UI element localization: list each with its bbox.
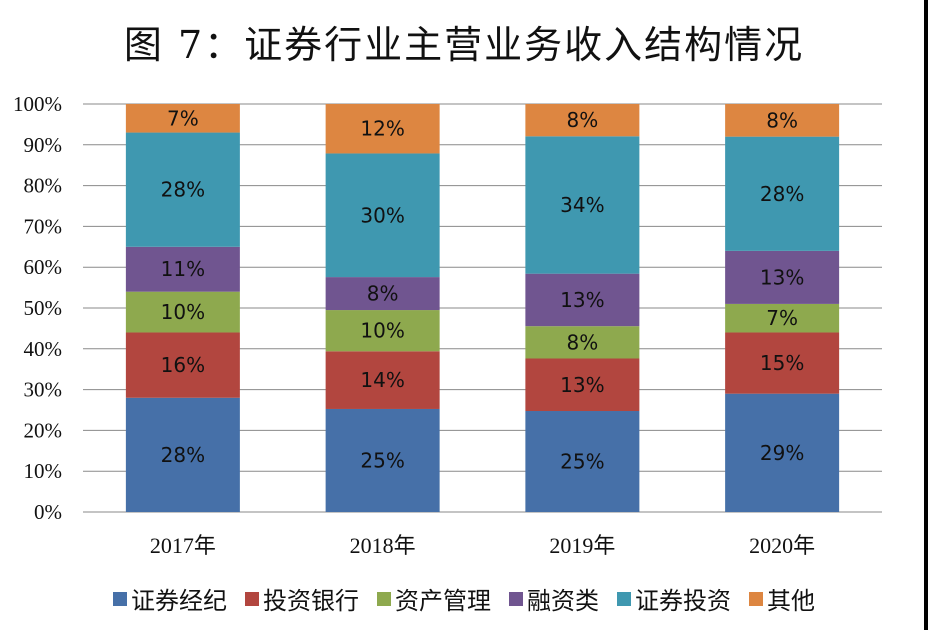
data-label: 8%	[567, 330, 599, 354]
y-tick-label: 80%	[24, 174, 63, 198]
data-label: 34%	[560, 193, 604, 217]
data-label: 28%	[760, 182, 804, 206]
bar-segment	[525, 411, 640, 512]
legend-label: 证券经纪	[131, 587, 227, 615]
legend-swatch	[509, 591, 523, 606]
bar-segment	[725, 393, 840, 512]
bar-segment	[725, 104, 840, 137]
legend-label: 其他	[767, 587, 815, 615]
legend-swatch	[377, 591, 391, 606]
y-tick-label: 10%	[24, 459, 63, 483]
data-label: 10%	[360, 319, 404, 343]
x-tick-label: 2017年	[150, 533, 216, 558]
data-label: 28%	[161, 178, 205, 202]
data-label: 13%	[560, 288, 604, 312]
bar-segment	[325, 153, 440, 278]
y-tick-label: 40%	[24, 337, 63, 361]
bar-segment	[525, 136, 640, 274]
x-axis-ticks: 2017年 2018年 2019年 2020年	[150, 533, 815, 558]
bar-segment	[525, 273, 640, 327]
chart-title: 图 7：证券行业主营业务收入结构情况	[123, 23, 805, 67]
legend-swatch	[113, 591, 127, 606]
legend-swatch	[749, 591, 763, 606]
page-edge	[924, 0, 928, 630]
y-axis-ticks: 0% 10% 20% 30% 40% 50% 60% 70% 80% 90% 100%	[13, 92, 62, 524]
y-tick-label: 0%	[34, 500, 62, 524]
bar-segment	[325, 408, 440, 512]
legend-item: 投资银行	[245, 581, 359, 616]
bar-segment	[125, 246, 240, 292]
bar-segment	[125, 332, 240, 398]
bar-segment	[125, 397, 240, 512]
legend-item: 融资类	[509, 581, 599, 616]
y-tick-label: 70%	[24, 214, 63, 238]
data-label: 28%	[161, 443, 205, 467]
data-label: 7%	[167, 106, 199, 130]
data-label: 10%	[161, 300, 205, 324]
y-tick-label: 50%	[24, 296, 63, 320]
legend: 证券经纪 投资银行 资产管理 融资类 证券投资 其他	[0, 581, 928, 616]
y-tick-label: 30%	[24, 378, 63, 402]
data-label: 8%	[766, 108, 798, 132]
bar-segment	[725, 250, 840, 304]
legend-item: 证券经纪	[113, 581, 227, 616]
legend-label: 证券投资	[635, 587, 731, 615]
legend-label: 投资银行	[263, 587, 359, 615]
data-label: 8%	[367, 282, 399, 306]
bar-segment	[525, 358, 640, 412]
x-tick-label: 2019年	[549, 533, 615, 558]
data-label: 13%	[760, 265, 804, 289]
data-label: 25%	[560, 450, 604, 474]
data-label: 8%	[567, 108, 599, 132]
data-label: 25%	[360, 448, 404, 472]
x-tick-label: 2018年	[350, 533, 416, 558]
bar-segment	[325, 310, 440, 352]
legend-swatch	[617, 591, 631, 606]
bar-segment	[125, 132, 240, 247]
data-label: 30%	[360, 203, 404, 227]
x-tick-label: 2020年	[749, 533, 815, 558]
data-label: 14%	[360, 368, 404, 392]
legend-item: 其他	[749, 581, 815, 616]
legend-swatch	[245, 591, 259, 606]
bars	[125, 104, 840, 512]
bar-segment	[725, 303, 840, 333]
y-tick-label: 20%	[24, 418, 63, 442]
data-label: 15%	[760, 351, 804, 375]
legend-item: 证券投资	[617, 581, 731, 616]
legend-label: 融资类	[527, 587, 599, 615]
data-label: 11%	[161, 257, 205, 281]
legend-label: 资产管理	[395, 587, 491, 615]
bar-segment	[525, 104, 640, 137]
y-tick-label: 100%	[13, 92, 62, 116]
legend-item: 资产管理	[377, 581, 491, 616]
y-tick-label: 60%	[24, 255, 63, 279]
data-label: 29%	[760, 441, 804, 465]
bar-segment	[325, 277, 440, 311]
bar-segment	[725, 136, 840, 251]
bar-segment	[725, 332, 840, 394]
data-label: 16%	[161, 353, 205, 377]
bar-segment	[525, 326, 640, 359]
bar-segment	[125, 104, 240, 133]
data-label: 12%	[360, 117, 404, 141]
bar-segment	[325, 351, 440, 409]
y-tick-label: 90%	[24, 133, 63, 157]
bar-segment	[325, 104, 440, 154]
data-labels: 28% 16% 10% 11% 28% 7% 25% 14% 10% 8% 30% 12% 25% 13%…	[161, 106, 805, 473]
data-label: 13%	[560, 373, 604, 397]
bar-segment	[125, 291, 240, 333]
data-label: 7%	[766, 306, 798, 330]
